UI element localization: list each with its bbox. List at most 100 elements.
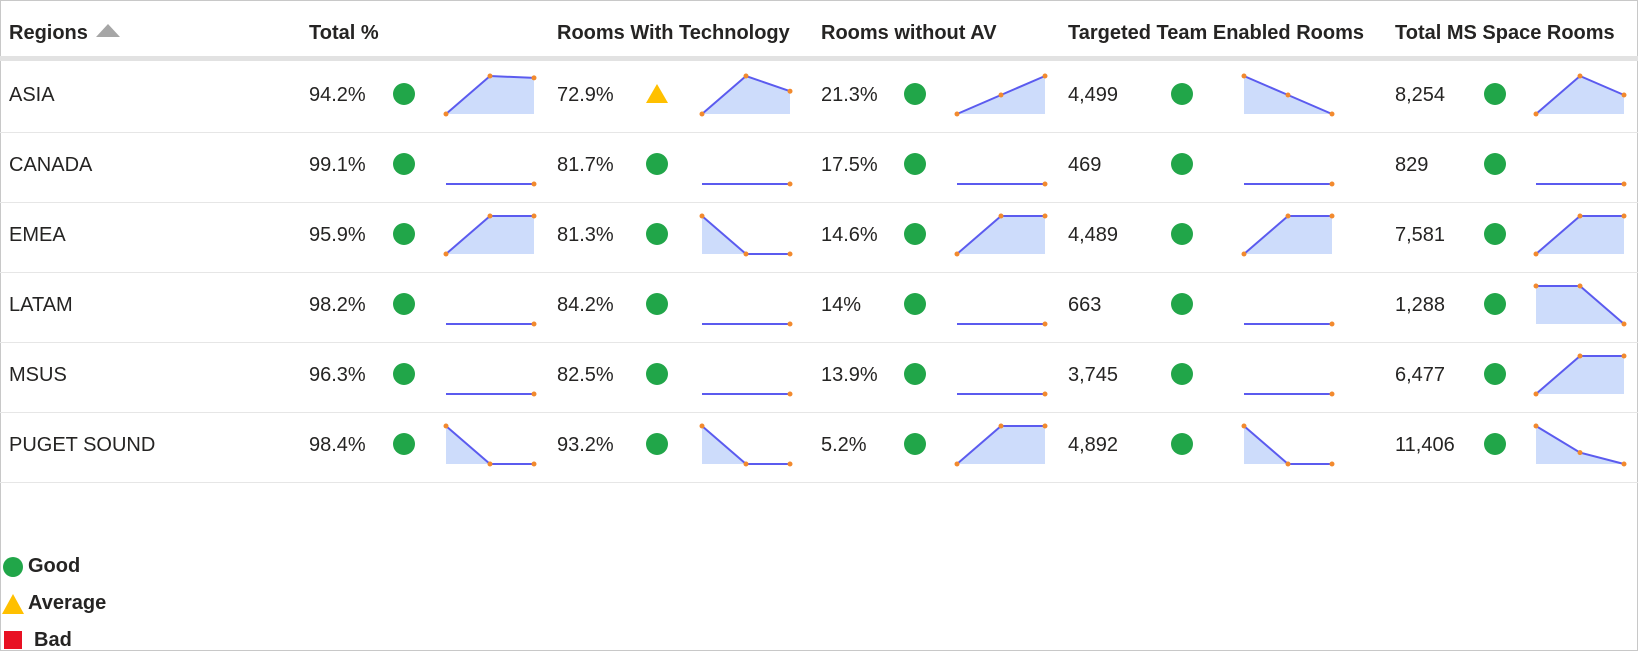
trend-sparkline[interactable] (446, 144, 537, 187)
total-ms-space-rooms-value: 8,254 (1395, 84, 1446, 106)
total-percent-value: 99.1% (309, 154, 366, 176)
trend-sparkline[interactable] (443, 73, 537, 117)
trend-sparkline[interactable] (1536, 144, 1627, 187)
sparkline-point (1285, 92, 1291, 98)
good-circle-icon (393, 363, 415, 385)
good-circle-icon (393, 293, 415, 315)
trend-sparkline[interactable] (1244, 144, 1335, 187)
good-circle-icon (393, 83, 415, 105)
good-circle-icon (1171, 223, 1193, 245)
sparkline-point (743, 251, 749, 257)
sparkline-area (957, 216, 1045, 254)
trend-sparkline[interactable] (699, 213, 793, 257)
rooms-without-av-value: 17.5% (821, 154, 878, 176)
sparkline-point (1042, 321, 1048, 327)
sparkline-point (487, 461, 493, 467)
table-row[interactable]: ASIA 94.2% 72.9% 21.3% 4,499 8,254 (0, 62, 1638, 133)
good-circle-icon (1171, 293, 1193, 315)
good-circle-icon (393, 153, 415, 175)
header-total-ms-space-rooms[interactable]: Total MS Space Rooms (1395, 22, 1615, 44)
good-circle-icon (1171, 83, 1193, 105)
trend-sparkline[interactable] (1241, 423, 1335, 467)
header-regions[interactable]: Regions (9, 22, 120, 45)
trend-sparkline[interactable] (954, 423, 1048, 467)
good-circle-icon (1171, 153, 1193, 175)
header-rooms-without-av[interactable]: Rooms without AV (821, 22, 997, 44)
header-targeted-team-enabled-rooms[interactable]: Targeted Team Enabled Rooms (1068, 22, 1364, 44)
good-circle-icon (393, 223, 415, 245)
region-name: PUGET SOUND (9, 434, 156, 456)
good-circle-icon (904, 153, 926, 175)
sparkline-point (531, 391, 537, 397)
trend-sparkline[interactable] (446, 354, 537, 397)
trend-sparkline[interactable] (443, 423, 537, 467)
sparkline-point (787, 391, 793, 397)
sparkline-point (443, 111, 449, 117)
trend-sparkline[interactable] (1533, 213, 1627, 257)
trend-sparkline[interactable] (702, 144, 793, 187)
trend-sparkline[interactable] (957, 354, 1048, 397)
targeted-team-enabled-rooms-value: 4,892 (1068, 434, 1119, 456)
good-circle-icon (646, 293, 668, 315)
trend-sparkline[interactable] (1244, 284, 1335, 327)
table-row[interactable]: PUGET SOUND 98.4% 93.2% 5.2% 4,892 11,406 (0, 412, 1638, 483)
good-circle-icon (904, 433, 926, 455)
rooms-with-technology-value: 81.7% (557, 154, 614, 176)
sparkline-point (531, 213, 537, 219)
sparkline-point (1621, 181, 1627, 187)
sparkline-area (1536, 426, 1624, 464)
sparkline-area (446, 216, 534, 254)
table-row[interactable]: EMEA 95.9% 81.3% 14.6% 4,489 7,581 (0, 202, 1638, 273)
trend-sparkline[interactable] (957, 284, 1048, 327)
trend-sparkline[interactable] (699, 423, 793, 467)
sparkline-point (531, 461, 537, 467)
trend-sparkline[interactable] (1533, 353, 1627, 397)
sparkline-point (1621, 92, 1627, 98)
sparkline-point (531, 181, 537, 187)
table-row[interactable]: MSUS 96.3% 82.5% 13.9% 3,745 6,477 (0, 342, 1638, 413)
trend-sparkline[interactable] (954, 213, 1048, 257)
trend-sparkline[interactable] (954, 73, 1048, 117)
rooms-with-technology-value: 84.2% (557, 294, 614, 316)
sparkline-point (1621, 213, 1627, 219)
sparkline-point (1533, 423, 1539, 429)
trend-sparkline[interactable] (1244, 354, 1335, 397)
sparkline-point (1577, 213, 1583, 219)
sparkline-point (1533, 111, 1539, 117)
total-ms-space-rooms-value: 829 (1395, 154, 1429, 176)
good-circle-icon (3, 557, 23, 577)
sparkline-point (743, 73, 749, 79)
sparkline-point (1241, 73, 1247, 79)
good-circle-icon (1484, 153, 1506, 175)
trend-sparkline[interactable] (1533, 283, 1627, 327)
trend-sparkline[interactable] (1241, 73, 1335, 117)
sparkline-point (954, 111, 960, 117)
sparkline-point (1329, 461, 1335, 467)
trend-sparkline[interactable] (702, 354, 793, 397)
total-percent-value: 96.3% (309, 364, 366, 386)
rooms-without-av-value: 21.3% (821, 84, 878, 106)
sparkline-point (1533, 251, 1539, 257)
trend-sparkline[interactable] (443, 213, 537, 257)
sparkline-point (787, 461, 793, 467)
trend-sparkline[interactable] (699, 73, 793, 117)
sparkline-area (1536, 356, 1624, 394)
trend-sparkline[interactable] (1241, 213, 1335, 257)
table-row[interactable]: LATAM 98.2% 84.2% 14% 663 1,288 (0, 272, 1638, 343)
header-rooms-with-technology[interactable]: Rooms With Technology (557, 22, 790, 44)
header-total-percent[interactable]: Total % (309, 22, 379, 44)
trend-sparkline[interactable] (1533, 423, 1627, 467)
header-divider (0, 56, 1638, 61)
trend-sparkline[interactable] (957, 144, 1048, 187)
sparkline-point (1621, 461, 1627, 467)
trend-sparkline[interactable] (702, 284, 793, 327)
trend-sparkline[interactable] (446, 284, 537, 327)
sparkline-point (1329, 213, 1335, 219)
table-row[interactable]: CANADA 99.1% 81.7% 17.5% 469 829 (0, 132, 1638, 203)
targeted-team-enabled-rooms-value: 469 (1068, 154, 1102, 176)
sparkline-point (743, 461, 749, 467)
sort-ascending-icon[interactable] (95, 24, 120, 37)
trend-sparkline[interactable] (1533, 73, 1627, 117)
sparkline-point (787, 321, 793, 327)
total-ms-space-rooms-value: 11,406 (1395, 434, 1455, 456)
